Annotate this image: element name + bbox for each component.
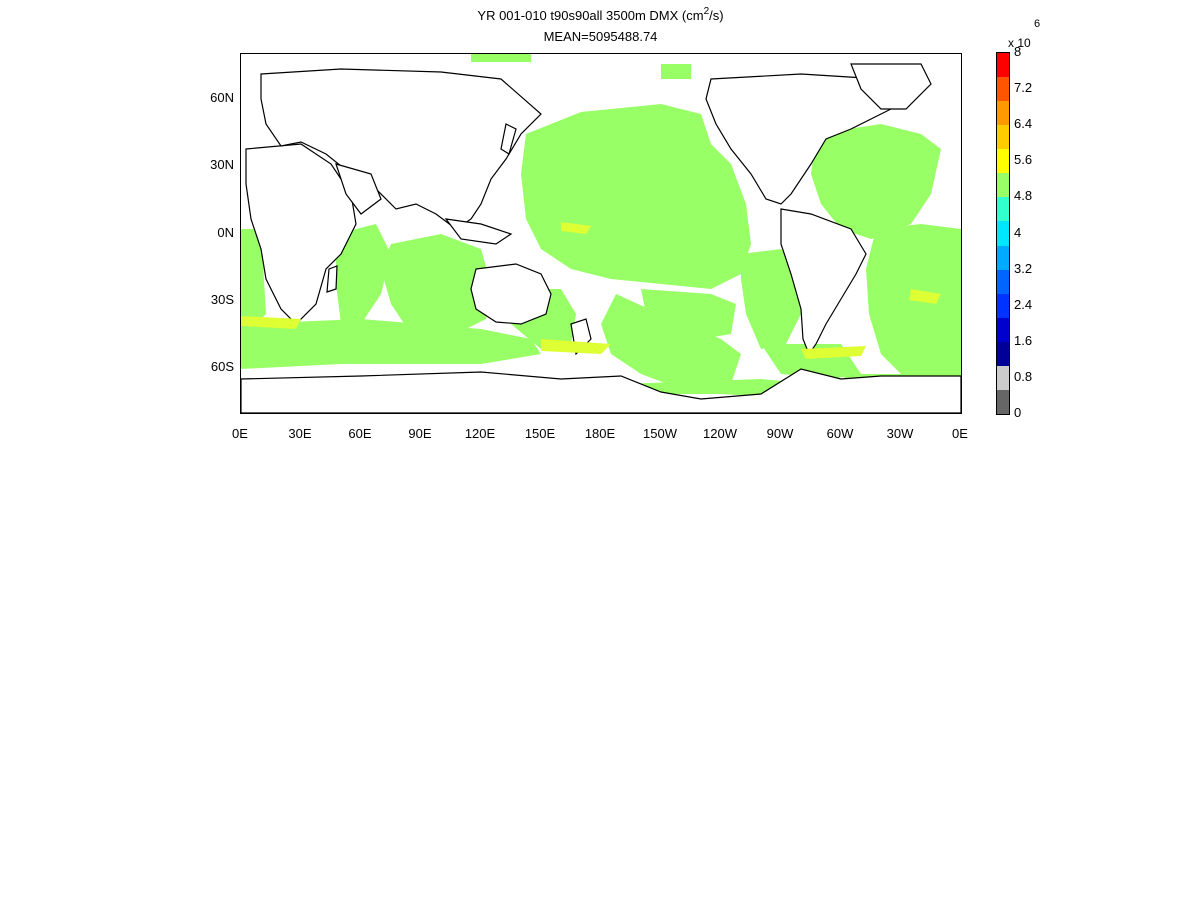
y-tick-label: 30N xyxy=(210,157,234,173)
high-band-drake-passage xyxy=(801,346,866,359)
colorbar-segment xyxy=(997,341,1009,367)
colorbar-tick-label: 1.6 xyxy=(1014,332,1033,348)
map-title: YR 001-010 t90s90all 3500m DMX (cm2/s) xyxy=(477,6,724,23)
colorbar-tick-label: 8 xyxy=(1014,44,1022,59)
colorbar-segment xyxy=(997,317,1009,343)
x-tick-label: 90E xyxy=(408,426,432,441)
colorbar-tick-label: 0.8 xyxy=(1014,368,1033,384)
colorbar-segment xyxy=(997,53,1009,78)
high-band-equatorial-pacific xyxy=(561,222,591,234)
colorbar-exponent-label: x 10 xyxy=(1008,36,1031,50)
colorbar-tick-label: 3.2 xyxy=(1014,260,1033,276)
ocean-region-indian-ocean xyxy=(381,234,491,334)
x-tick-label: 90W xyxy=(766,426,794,441)
ocean-region-south-atlantic xyxy=(866,224,961,384)
land-australia xyxy=(470,263,552,325)
land-arabia xyxy=(335,163,382,215)
colorbar-segment xyxy=(997,197,1009,222)
land-eurasia xyxy=(260,68,542,230)
x-tick-label: 0E xyxy=(232,426,248,441)
land-indonesia xyxy=(444,218,513,245)
ocean-region-arctic-atlantic xyxy=(471,54,531,62)
colorbar-tick-label: 5.6 xyxy=(1014,152,1033,168)
high-band-south-atlantic-band xyxy=(909,289,941,304)
y-tick-label: 30S xyxy=(210,291,234,307)
colorbar-segment xyxy=(997,293,1009,319)
ocean-region-southern-indian xyxy=(241,319,541,369)
x-tick-label: 60W xyxy=(826,426,854,441)
colorbar-tick-label: 2.4 xyxy=(1014,296,1033,312)
colorbar-tick-label: 4 xyxy=(1014,224,1022,240)
ocean-region-east-pacific xyxy=(641,289,736,339)
colorbar-segment xyxy=(997,365,1009,391)
colorbar xyxy=(996,52,1010,415)
colorbar-segment xyxy=(997,125,1009,150)
colorbar-tick-label: 4.8 xyxy=(1014,188,1033,204)
colorbar-segment xyxy=(997,149,1009,174)
map-mean-subtitle: MEAN=5095488.74 xyxy=(543,29,658,44)
ocean-region-west-africa-atlantic xyxy=(241,229,266,329)
x-tick-label: 30W xyxy=(886,426,914,441)
colorbar-segment xyxy=(997,221,1009,247)
colorbar-segment xyxy=(997,269,1009,295)
colorbar-exponent-power: 6 xyxy=(1034,18,1041,30)
y-tick-label: 60N xyxy=(210,89,234,105)
high-band-southern-ocean-south-of-australia xyxy=(541,339,611,354)
land-madagascar xyxy=(326,265,338,293)
colorbar-tick-label: 7.2 xyxy=(1014,80,1033,96)
colorbar-segment xyxy=(997,101,1009,126)
colorbar-tick-label: 0 xyxy=(1014,405,1022,420)
ocean-region-north-pacific xyxy=(521,104,751,289)
colorbar-segment xyxy=(997,245,1009,271)
x-tick-label: 30E xyxy=(288,426,312,441)
colorbar-segment xyxy=(997,77,1009,102)
x-tick-label: 120E xyxy=(464,426,496,441)
land-masses xyxy=(241,63,961,413)
colorbar-segment xyxy=(997,173,1009,198)
x-tick-label: 120W xyxy=(703,426,737,441)
world-map xyxy=(241,54,961,413)
land-japan xyxy=(500,123,517,155)
x-tick-label: 150W xyxy=(643,426,677,441)
colorbar-segment xyxy=(997,389,1009,415)
x-tick-label: 0E xyxy=(952,426,968,441)
land-africa xyxy=(245,143,357,325)
map-plot-area xyxy=(240,53,962,414)
ocean-region-west-indian xyxy=(336,224,391,324)
land-greenland xyxy=(850,63,932,110)
ocean-region-south-pacific xyxy=(601,294,741,389)
x-tick-label: 150E xyxy=(524,426,556,441)
high-value-bands xyxy=(241,222,941,359)
x-tick-label: 180E xyxy=(584,426,616,441)
ocean-region-north-atlantic xyxy=(811,124,941,239)
y-tick-label: 0N xyxy=(217,224,234,240)
ocean-region-arctic-pacific xyxy=(661,64,691,79)
land-south-america xyxy=(780,208,867,356)
colorbar-tick-label: 6.4 xyxy=(1014,116,1033,132)
x-tick-label: 60E xyxy=(348,426,372,441)
high-band-southern-indian-band xyxy=(241,316,301,329)
land-antarctica xyxy=(241,368,961,413)
y-tick-label: 60S xyxy=(210,359,234,375)
ocean-region-se-pacific xyxy=(741,249,801,349)
